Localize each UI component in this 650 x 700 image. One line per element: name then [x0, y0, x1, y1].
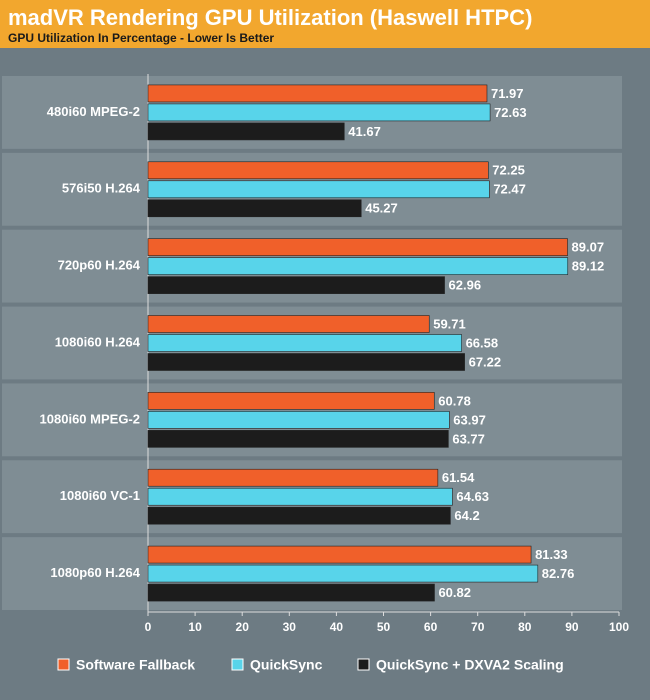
legend-swatch — [357, 658, 370, 671]
category-label: 576i50 H.264 — [62, 181, 141, 196]
legend-label: QuickSync — [250, 657, 323, 673]
value-label: 82.76 — [542, 566, 575, 581]
value-label: 62.96 — [449, 278, 482, 293]
bar — [147, 84, 488, 103]
value-label: 63.77 — [452, 431, 485, 446]
bar — [147, 583, 435, 602]
x-tick-label: 90 — [565, 620, 579, 634]
x-tick-label: 80 — [518, 620, 532, 634]
category-label: 480i60 MPEG-2 — [47, 104, 140, 119]
bar — [147, 276, 445, 294]
x-tick-label: 0 — [145, 620, 152, 634]
bar — [147, 564, 539, 583]
category-label: 1080p60 H.264 — [50, 565, 140, 580]
legend-swatch — [57, 658, 70, 671]
category-label: 720p60 H.264 — [58, 258, 141, 273]
x-tick-label: 30 — [283, 620, 297, 634]
bar — [147, 411, 450, 429]
value-label: 60.82 — [438, 585, 471, 600]
x-tick-label: 40 — [330, 620, 344, 634]
x-tick-label: 70 — [471, 620, 485, 634]
bar — [147, 545, 532, 564]
x-tick-label: 50 — [377, 620, 391, 634]
value-label: 72.63 — [494, 105, 527, 120]
x-tick-label: 20 — [236, 620, 250, 634]
value-label: 45.27 — [365, 201, 398, 216]
bar — [147, 180, 490, 199]
bar — [147, 122, 345, 141]
value-label: 63.97 — [453, 412, 486, 427]
value-label: 41.67 — [348, 124, 381, 139]
value-label: 89.12 — [572, 259, 605, 274]
legend-label: QuickSync + DXVA2 Scaling — [376, 657, 564, 673]
bar — [147, 506, 451, 525]
title-bar — [0, 0, 650, 48]
bar — [147, 199, 362, 218]
value-label: 72.47 — [493, 182, 526, 197]
value-label: 61.54 — [442, 470, 475, 485]
bar — [147, 487, 453, 506]
value-label: 59.71 — [433, 316, 466, 331]
bar — [147, 161, 489, 180]
value-label: 64.2 — [454, 508, 479, 523]
bar — [147, 334, 462, 352]
value-label: 71.97 — [491, 86, 524, 101]
value-label: 66.58 — [466, 335, 499, 350]
chart-title: madVR Rendering GPU Utilization (Haswell… — [8, 5, 532, 30]
x-tick-label: 60 — [424, 620, 438, 634]
x-tick-label: 100 — [609, 620, 629, 634]
bar — [147, 315, 430, 333]
category-label: 1080i60 MPEG-2 — [40, 411, 140, 426]
bar — [147, 257, 569, 275]
bar — [147, 430, 449, 448]
bar — [147, 238, 568, 256]
value-label: 67.22 — [469, 354, 502, 369]
value-label: 60.78 — [438, 393, 471, 408]
value-label: 72.25 — [492, 163, 525, 178]
x-tick-label: 10 — [188, 620, 202, 634]
category-label: 1080i60 VC-1 — [60, 488, 140, 503]
chart-subtitle: GPU Utilization In Percentage - Lower Is… — [8, 31, 274, 45]
legend-swatch — [231, 658, 244, 671]
category-label: 1080i60 H.264 — [55, 334, 141, 349]
bar — [147, 103, 491, 122]
bar — [147, 468, 439, 487]
legend-label: Software Fallback — [76, 657, 195, 673]
bar — [147, 353, 465, 371]
value-label: 64.63 — [456, 489, 489, 504]
value-label: 89.07 — [572, 240, 605, 255]
bar — [147, 392, 435, 410]
value-label: 81.33 — [535, 547, 568, 562]
